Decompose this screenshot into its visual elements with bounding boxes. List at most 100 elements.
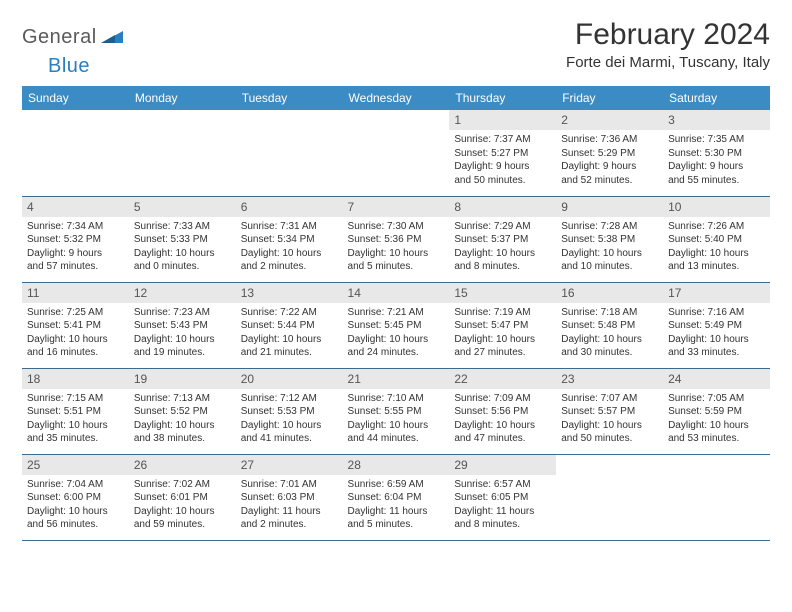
day-info: Sunrise: 7:07 AMSunset: 5:57 PMDaylight:… — [561, 392, 658, 446]
day-info: Sunrise: 6:57 AMSunset: 6:05 PMDaylight:… — [454, 478, 551, 532]
day-info-line: and 2 minutes. — [241, 260, 338, 274]
calendar-day-cell: 21Sunrise: 7:10 AMSunset: 5:55 PMDayligh… — [343, 368, 450, 454]
day-info: Sunrise: 7:29 AMSunset: 5:37 PMDaylight:… — [454, 220, 551, 274]
day-number: 12 — [129, 283, 236, 303]
day-info-line: Sunrise: 7:19 AM — [454, 306, 551, 320]
day-number-empty — [343, 110, 450, 130]
day-number: 14 — [343, 283, 450, 303]
day-info-line: Sunset: 6:05 PM — [454, 491, 551, 505]
day-info-line: Daylight: 9 hours — [27, 247, 124, 261]
day-info-line: Daylight: 10 hours — [454, 333, 551, 347]
calendar-header-row: SundayMondayTuesdayWednesdayThursdayFrid… — [22, 86, 770, 110]
day-info-line: Sunset: 5:59 PM — [668, 405, 765, 419]
calendar-week-row: 11 Sunrise: 7:25 AMSunset: 5:41 PMDayligh… — [22, 282, 770, 368]
day-number: 16 — [556, 283, 663, 303]
day-info-line: and 16 minutes. — [27, 346, 124, 360]
day-number-empty — [236, 110, 343, 130]
calendar-page: General February 2024 Forte dei Marmi, T… — [0, 0, 792, 541]
day-info-line: and 41 minutes. — [241, 432, 338, 446]
weekday-header: Sunday — [22, 86, 129, 110]
day-info: Sunrise: 7:30 AMSunset: 5:36 PMDaylight:… — [348, 220, 445, 274]
day-info-line: and 56 minutes. — [27, 518, 124, 532]
day-info-line: Sunset: 5:32 PM — [27, 233, 124, 247]
day-info-line: and 27 minutes. — [454, 346, 551, 360]
calendar-day-cell: 8Sunrise: 7:29 AMSunset: 5:37 PMDaylight… — [449, 196, 556, 282]
day-info-line: Sunrise: 7:31 AM — [241, 220, 338, 234]
day-info-line: Sunset: 5:33 PM — [134, 233, 231, 247]
day-info-line: Sunset: 5:40 PM — [668, 233, 765, 247]
calendar-day-cell: 6Sunrise: 7:31 AMSunset: 5:34 PMDaylight… — [236, 196, 343, 282]
calendar-day-cell: 14 Sunrise: 7:21 AMSunset: 5:45 PMDayligh… — [343, 282, 450, 368]
calendar-day-cell: 22Sunrise: 7:09 AMSunset: 5:56 PMDayligh… — [449, 368, 556, 454]
day-number: 9 — [556, 197, 663, 217]
day-info-line: and 57 minutes. — [27, 260, 124, 274]
month-title: February 2024 — [566, 18, 770, 52]
day-info-line: Sunrise: 7:35 AM — [668, 133, 765, 147]
weekday-header: Friday — [556, 86, 663, 110]
day-number: 18 — [22, 369, 129, 389]
day-info-line: and 38 minutes. — [134, 432, 231, 446]
day-info-line: Daylight: 10 hours — [27, 419, 124, 433]
calendar-day-cell: 20Sunrise: 7:12 AMSunset: 5:53 PMDayligh… — [236, 368, 343, 454]
weekday-header: Monday — [129, 86, 236, 110]
day-info-line: Sunrise: 7:12 AM — [241, 392, 338, 406]
day-info-line: and 8 minutes. — [454, 518, 551, 532]
day-info-line: Sunrise: 7:07 AM — [561, 392, 658, 406]
calendar-day-cell: 13Sunrise: 7:22 AMSunset: 5:44 PMDayligh… — [236, 282, 343, 368]
day-info-line: Sunset: 6:04 PM — [348, 491, 445, 505]
day-info-line: Sunset: 5:45 PM — [348, 319, 445, 333]
calendar-day-cell: 5Sunrise: 7:33 AMSunset: 5:33 PMDaylight… — [129, 196, 236, 282]
day-number: 27 — [236, 455, 343, 475]
calendar-day-cell — [129, 110, 236, 196]
day-info-line: Sunrise: 7:22 AM — [241, 306, 338, 320]
day-info: Sunrise: 7:21 AMSunset: 5:45 PMDaylight:… — [348, 306, 445, 360]
day-info-line: Daylight: 10 hours — [241, 333, 338, 347]
day-number: 17 — [663, 283, 770, 303]
day-number: 1 — [449, 110, 556, 130]
day-info-line: and 13 minutes. — [668, 260, 765, 274]
day-info-line: Sunset: 5:49 PM — [668, 319, 765, 333]
day-info-line: and 5 minutes. — [348, 260, 445, 274]
calendar-week-row: 18Sunrise: 7:15 AMSunset: 5:51 PMDayligh… — [22, 368, 770, 454]
day-number: 11 — [22, 283, 129, 303]
calendar-week-row: 1Sunrise: 7:37 AMSunset: 5:27 PMDaylight… — [22, 110, 770, 196]
day-info-line: Daylight: 10 hours — [348, 247, 445, 261]
day-info-line: Sunset: 5:36 PM — [348, 233, 445, 247]
day-number: 15 — [449, 283, 556, 303]
calendar-day-cell: 2Sunrise: 7:36 AMSunset: 5:29 PMDaylight… — [556, 110, 663, 196]
calendar-day-cell: 23Sunrise: 7:07 AMSunset: 5:57 PMDayligh… — [556, 368, 663, 454]
day-info-line: Sunset: 6:03 PM — [241, 491, 338, 505]
day-info: Sunrise: 7:22 AMSunset: 5:44 PMDaylight:… — [241, 306, 338, 360]
day-info: Sunrise: 7:25 AMSunset: 5:41 PMDaylight:… — [27, 306, 124, 360]
day-info-line: Sunrise: 7:15 AM — [27, 392, 124, 406]
calendar-day-cell — [556, 454, 663, 540]
day-number: 22 — [449, 369, 556, 389]
day-info-line: Sunrise: 7:04 AM — [27, 478, 124, 492]
day-number: 5 — [129, 197, 236, 217]
calendar-day-cell: 26Sunrise: 7:02 AMSunset: 6:01 PMDayligh… — [129, 454, 236, 540]
day-info-line: and 21 minutes. — [241, 346, 338, 360]
day-info-line: Daylight: 10 hours — [668, 247, 765, 261]
day-number-empty — [556, 455, 663, 475]
day-number: 3 — [663, 110, 770, 130]
calendar-day-cell: 15Sunrise: 7:19 AMSunset: 5:47 PMDayligh… — [449, 282, 556, 368]
calendar-day-cell: 12 Sunrise: 7:23 AMSunset: 5:43 PMDayligh… — [129, 282, 236, 368]
day-info: Sunrise: 7:23 AMSunset: 5:43 PMDaylight:… — [134, 306, 231, 360]
calendar-day-cell: 16Sunrise: 7:18 AMSunset: 5:48 PMDayligh… — [556, 282, 663, 368]
day-info-line: Daylight: 11 hours — [241, 505, 338, 519]
calendar-day-cell: 24Sunrise: 7:05 AMSunset: 5:59 PMDayligh… — [663, 368, 770, 454]
day-info-line: Sunset: 5:30 PM — [668, 147, 765, 161]
day-number: 10 — [663, 197, 770, 217]
calendar-day-cell — [343, 110, 450, 196]
day-info-line: Sunrise: 7:10 AM — [348, 392, 445, 406]
day-info-line: Sunrise: 7:29 AM — [454, 220, 551, 234]
day-info: Sunrise: 7:31 AMSunset: 5:34 PMDaylight:… — [241, 220, 338, 274]
day-number: 26 — [129, 455, 236, 475]
day-info: Sunrise: 7:13 AMSunset: 5:52 PMDaylight:… — [134, 392, 231, 446]
logo-triangle-icon — [101, 27, 123, 48]
calendar-day-cell: 4Sunrise: 7:34 AMSunset: 5:32 PMDaylight… — [22, 196, 129, 282]
day-info-line: Daylight: 10 hours — [134, 247, 231, 261]
day-info-line: Daylight: 10 hours — [348, 419, 445, 433]
day-info-line: Sunrise: 7:28 AM — [561, 220, 658, 234]
logo-text-blue: Blue — [48, 55, 90, 77]
